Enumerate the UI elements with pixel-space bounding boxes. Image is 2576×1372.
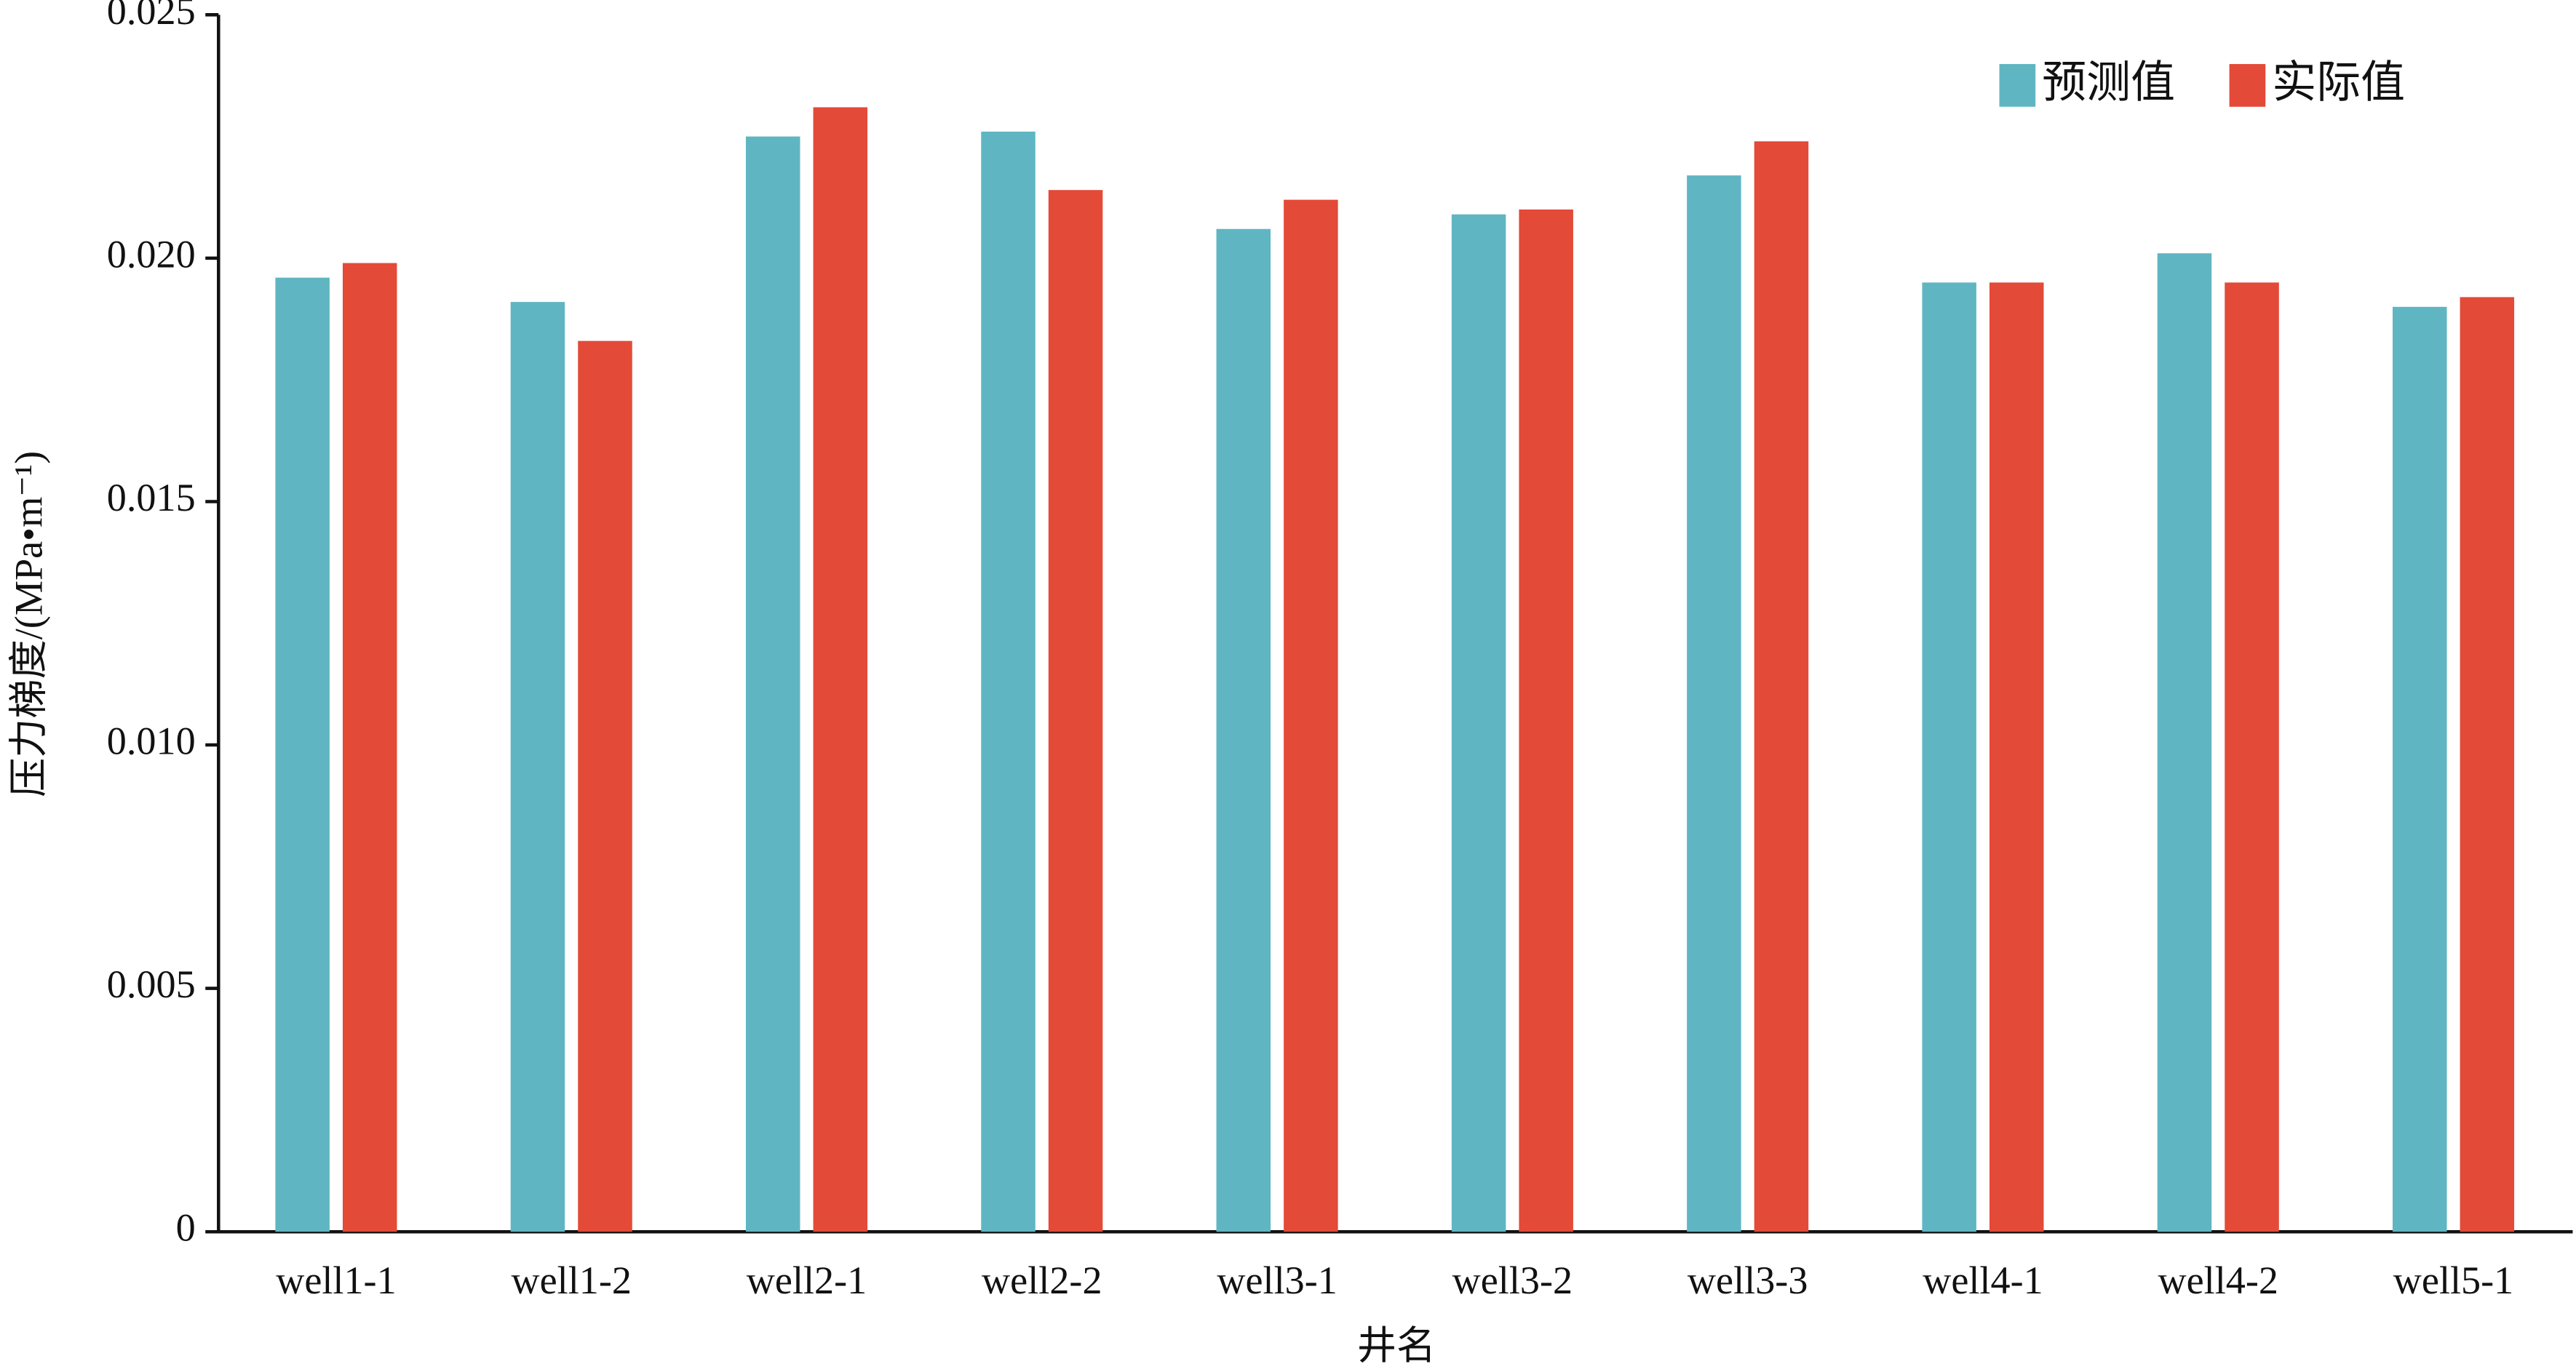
- legend-swatch: [2229, 64, 2266, 107]
- x-tick-label: well4-1: [1923, 1259, 2043, 1302]
- y-axis-title: 压力梯度/(MPa•m⁻¹): [7, 451, 51, 797]
- bar: [275, 277, 330, 1232]
- x-tick-label: well2-2: [982, 1259, 1102, 1302]
- bar: [1922, 282, 1976, 1232]
- x-axis-title: 井名: [1357, 1324, 1436, 1368]
- bar: [813, 107, 868, 1232]
- y-tick-label: 0.010: [107, 719, 196, 762]
- x-tick-label: well3-1: [1217, 1259, 1337, 1302]
- bar: [1989, 282, 2044, 1232]
- x-tick-label: well1-2: [511, 1259, 631, 1302]
- bar: [981, 131, 1035, 1232]
- bar: [1048, 190, 1103, 1232]
- y-tick-label: 0.015: [107, 476, 196, 519]
- legend-label: 实际值: [2272, 59, 2405, 108]
- bar: [1519, 209, 1573, 1232]
- y-tick-label: 0.020: [107, 232, 196, 276]
- bar: [2460, 297, 2515, 1232]
- bar: [2225, 282, 2279, 1232]
- y-tick-label: 0: [176, 1206, 196, 1250]
- x-tick-label: well3-3: [1687, 1259, 1808, 1302]
- bar: [2393, 306, 2447, 1232]
- x-tick-label: well5-1: [2393, 1259, 2513, 1302]
- y-tick-label: 0.025: [107, 0, 196, 33]
- x-tick-label: well3-2: [1452, 1259, 1573, 1302]
- bar: [342, 263, 397, 1232]
- bar: [745, 136, 800, 1232]
- x-tick-label: well1-1: [276, 1259, 396, 1302]
- bar: [1451, 214, 1506, 1232]
- bar: [1754, 141, 1809, 1232]
- legend-swatch: [1999, 64, 2036, 107]
- bar: [1284, 199, 1338, 1232]
- bar: [578, 340, 632, 1232]
- x-tick-label: well2-1: [747, 1259, 867, 1302]
- legend-label: 预测值: [2042, 59, 2175, 108]
- bar: [1216, 228, 1271, 1232]
- y-tick-label: 0.005: [107, 962, 196, 1006]
- bar: [2157, 253, 2212, 1232]
- bar: [1687, 175, 1741, 1232]
- bar: [510, 302, 565, 1232]
- x-tick-label: well4-2: [2158, 1259, 2278, 1302]
